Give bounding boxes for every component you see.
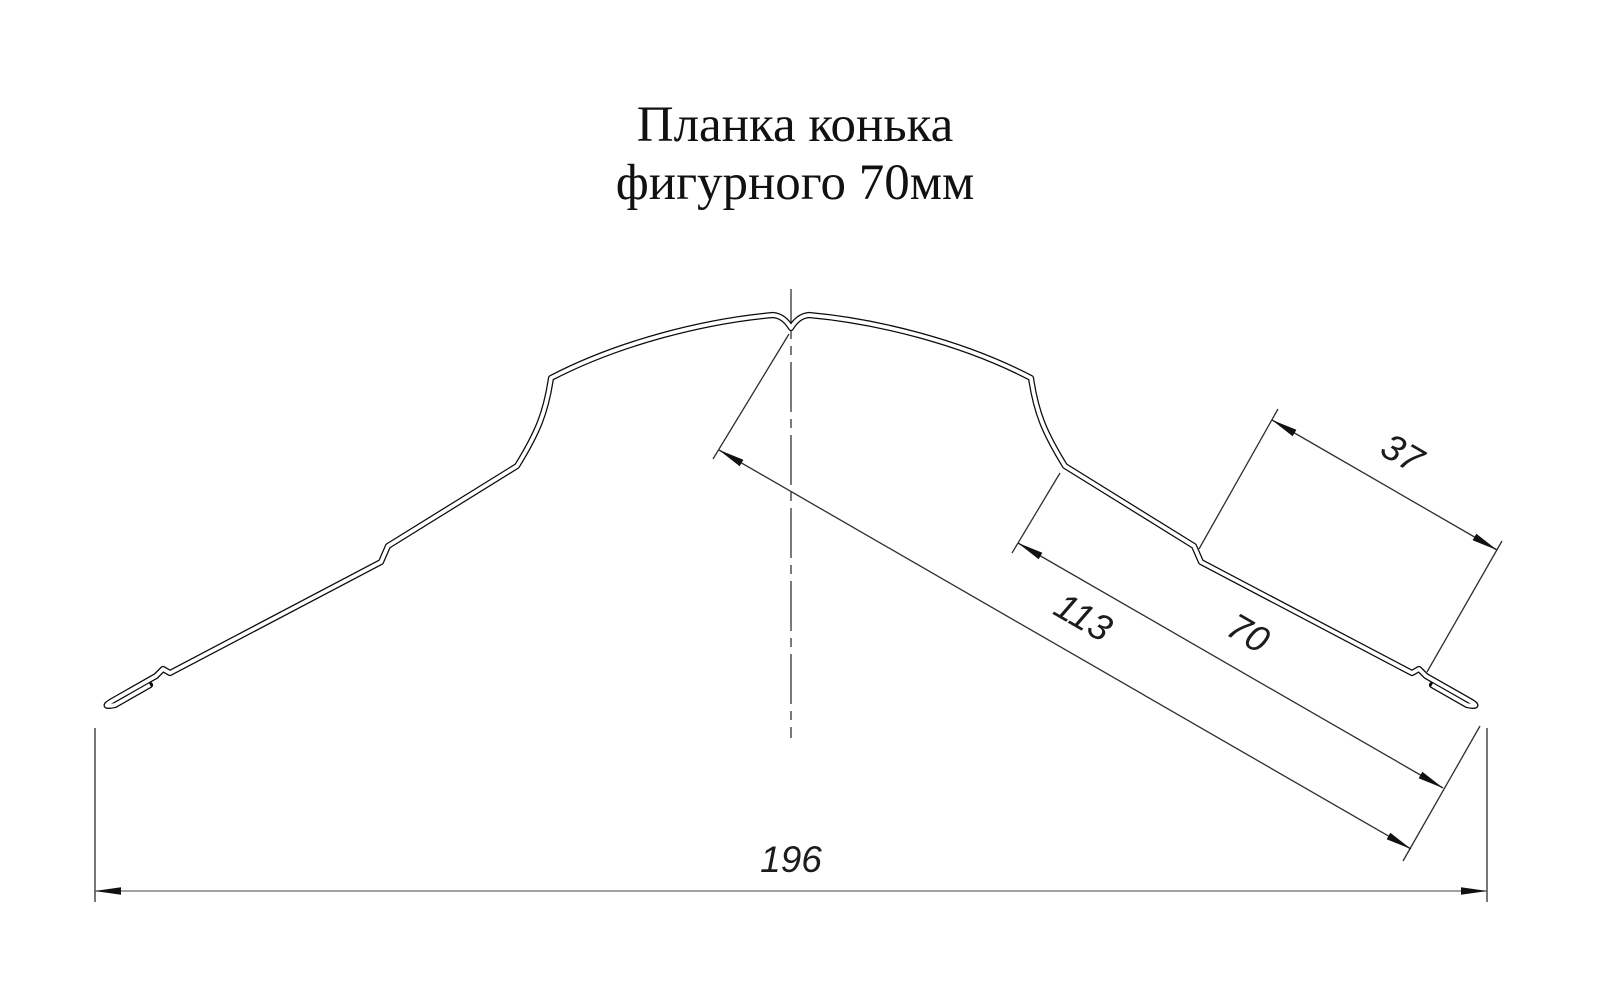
dimension-37-line	[1271, 419, 1498, 551]
extension-lines	[94, 333, 1503, 902]
ridge-profile-outline	[103, 311, 1479, 709]
dimension-70-label: 70	[1220, 605, 1277, 661]
dimension-113: 113	[718, 449, 1412, 850]
dimension-113-line	[718, 449, 1412, 850]
title-line-1: Планка конька	[637, 97, 953, 153]
drawing-title: Планка конька фигурного 70мм	[616, 97, 975, 211]
extension-crease-right	[1011, 472, 1061, 554]
profile-sheet-core	[104, 313, 1478, 708]
dimension-196: 196	[94, 839, 1488, 895]
dimension-37: 37	[1271, 419, 1498, 551]
dimension-196-label: 196	[760, 839, 822, 880]
dimension-113-label: 113	[1047, 585, 1119, 650]
extension-step-right	[1198, 408, 1279, 550]
dimension-37-label: 37	[1374, 425, 1431, 482]
extension-hem-jog-right	[1426, 540, 1503, 673]
title-line-2: фигурного 70мм	[616, 155, 975, 211]
extension-hem-tip-slanted	[1402, 725, 1481, 862]
extension-apex	[712, 333, 790, 460]
dimension-70-line	[1017, 542, 1444, 789]
